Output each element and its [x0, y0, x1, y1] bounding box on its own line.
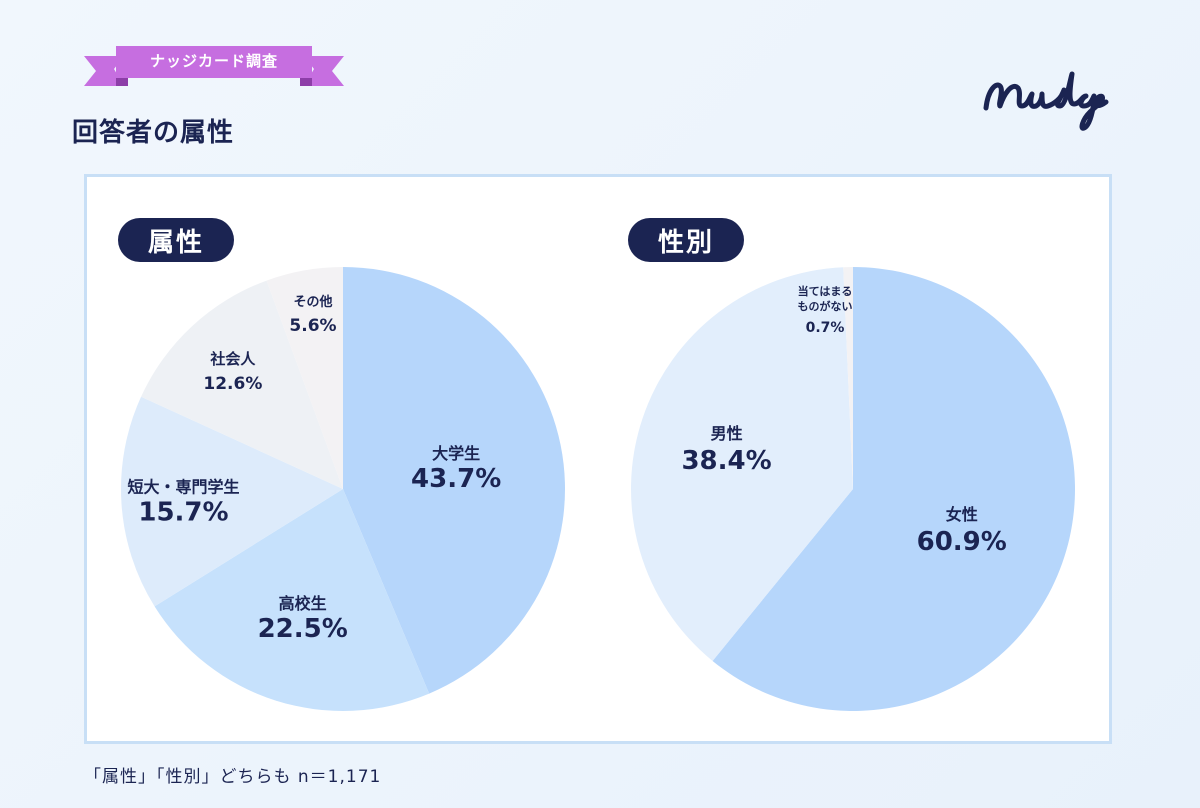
slice-value: 60.9%	[917, 527, 1007, 557]
slice-value: 5.6%	[289, 316, 336, 336]
page-title: 回答者の属性	[72, 118, 235, 148]
slice-value: 38.4%	[681, 446, 771, 476]
pie-slice	[141, 280, 343, 489]
slice-label: 当てはまる	[798, 284, 853, 298]
pie-slice	[154, 489, 430, 711]
slice-label: 男性	[711, 424, 743, 443]
slice-label: ものがない	[798, 299, 853, 313]
slice-value: 15.7%	[138, 497, 228, 527]
sample-size-footnote: 「属性」「性別」どちらも n＝1,171	[84, 767, 382, 787]
slice-label: その他	[293, 294, 332, 310]
pie-slice	[343, 267, 565, 694]
pie-slice	[266, 267, 343, 489]
slice-value: 12.6%	[203, 374, 262, 394]
slice-value: 0.7%	[806, 320, 845, 336]
ribbon-badge	[84, 46, 344, 86]
slice-label: 短大・専門学生	[127, 477, 239, 496]
slice-label: 大学生	[432, 444, 480, 463]
pie-title-attribute: 属性	[118, 218, 234, 262]
nudge-logo	[983, 71, 1109, 131]
pie-slice	[712, 267, 1075, 711]
slice-value: 22.5%	[258, 614, 348, 644]
pie-slice	[630, 267, 853, 661]
pie-title-gender: 性別	[628, 218, 744, 262]
slice-value: 43.7%	[411, 464, 501, 494]
slice-label: 高校生	[279, 594, 327, 613]
pie-slice	[843, 267, 853, 489]
slice-label: 女性	[946, 505, 978, 524]
survey-badge-label: ナッジカード調査	[149, 51, 278, 70]
pie-slice	[120, 396, 343, 607]
slice-label: 社会人	[209, 350, 256, 368]
